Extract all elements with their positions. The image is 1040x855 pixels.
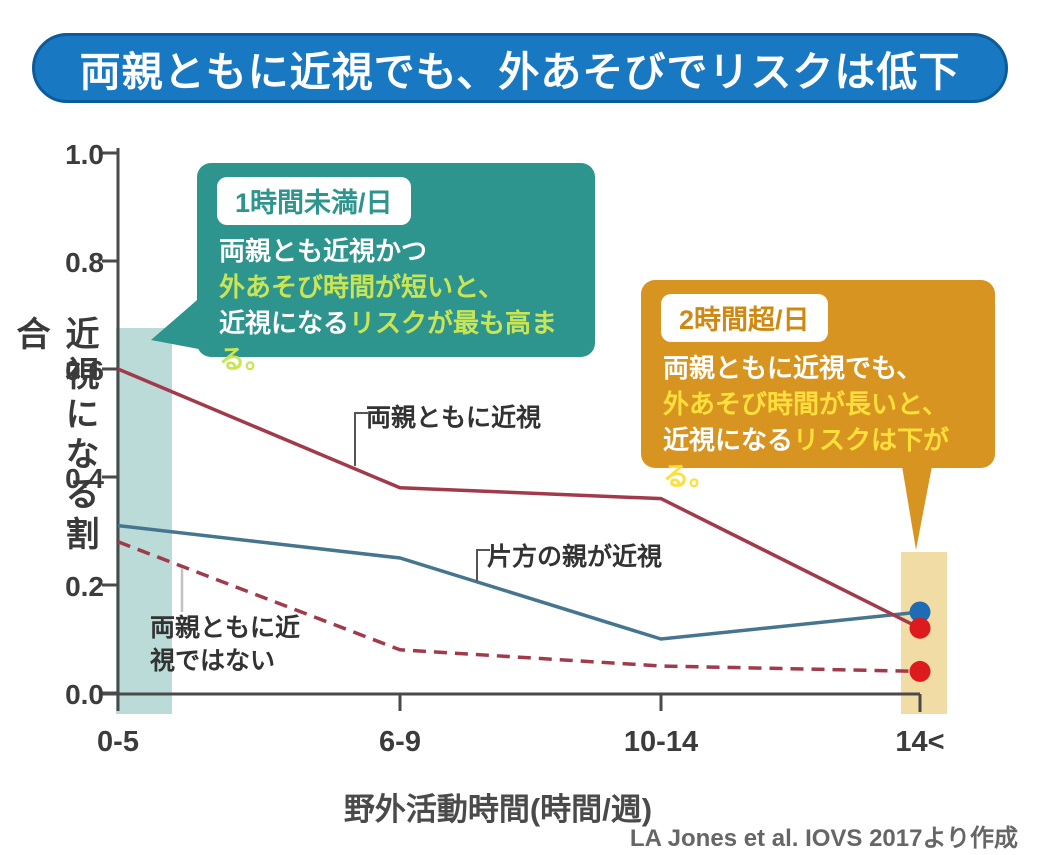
y-tick-label-0.2: 0.2 [65, 571, 104, 602]
series-layer [117, 367, 931, 682]
callout-under-1h: 1時間未満/日 両親とも近視かつ 外あそび時間が短いと、 近視になるリスクが最も… [197, 163, 595, 374]
series-line-1 [117, 523, 921, 641]
leader-line-one-parent [476, 549, 490, 581]
endpoint-dot-2 [909, 660, 931, 682]
y-axis-title: 近視になる割合 [11, 316, 98, 556]
series-label-no-parent: 両親ともに近視ではない [150, 614, 301, 675]
x-tick-label-10-14: 10-14 [623, 726, 699, 758]
callout-under-1h-badge: 1時間未満/日 [217, 177, 411, 225]
callout-text: 近視になる [219, 308, 350, 338]
callout-text-highlight: リスクが最も高まる。 [219, 308, 558, 374]
x-tick-label-6-9: 6-9 [379, 726, 421, 758]
endpoint-dot-1 [909, 601, 931, 623]
series-label-both-parents: 両親ともに近視 [366, 404, 542, 432]
y-tick-label-0.0: 0.0 [65, 679, 104, 710]
callout-text: 両親とも近視かつ [219, 236, 428, 266]
y-tick-label-0.4: 0.4 [65, 463, 104, 494]
y-tick-label-1.0: 1.0 [65, 139, 104, 170]
callout-text: 近視になる [663, 425, 794, 455]
callout-over-2h-body: 両親ともに近視でも、 外あそび時間が長いと、 近視になるリスクは下がる。 [641, 346, 995, 494]
callout-text-highlight: 外あそび時間が長いと、 [663, 389, 948, 419]
page-title: 両親ともに近視でも、外あそびでリスクは低下 [79, 49, 961, 95]
leader-line-both-parents [354, 412, 368, 466]
callout-text-highlight: 外あそび時間が短いと、 [219, 272, 504, 302]
callout-over-2h-tail [902, 466, 932, 550]
series-line-0 [117, 367, 921, 630]
callout-over-2h-badge-text: 2時間超/日 [679, 305, 810, 335]
endpoint-dot-0 [909, 617, 931, 639]
x-axis-title: 野外活動時間(時間/週) [343, 792, 653, 827]
axes [102, 148, 922, 712]
x-tick-label-14plus: 14< [895, 726, 945, 758]
x-tick-label-0-5: 0-5 [97, 726, 139, 758]
callout-text: 両親ともに近視でも、 [663, 353, 923, 383]
title-banner: 両親ともに近視でも、外あそびでリスクは低下 [32, 33, 1008, 103]
callout-under-1h-body: 両親とも近視かつ 外あそび時間が短いと、 近視になるリスクが最も高まる。 [197, 229, 595, 377]
callout-under-1h-badge-text: 1時間未満/日 [235, 188, 393, 218]
source-credit: LA Jones et al. IOVS 2017より作成 [629, 825, 1018, 852]
y-tick-label-0.6: 0.6 [65, 355, 104, 386]
callout-under-1h-tail [151, 294, 204, 350]
callout-over-2h: 2時間超/日 両親ともに近視でも、 外あそび時間が長いと、 近視になるリスクは下… [641, 280, 995, 491]
callout-text-highlight: リスクは下がる。 [663, 425, 950, 491]
series-line-2 [117, 540, 921, 674]
highlight-band-low-outdoor [116, 328, 172, 714]
callout-over-2h-badge: 2時間超/日 [661, 294, 828, 342]
y-tick-label-0.8: 0.8 [65, 247, 104, 278]
series-label-one-parent: 片方の親が近視 [487, 543, 663, 571]
